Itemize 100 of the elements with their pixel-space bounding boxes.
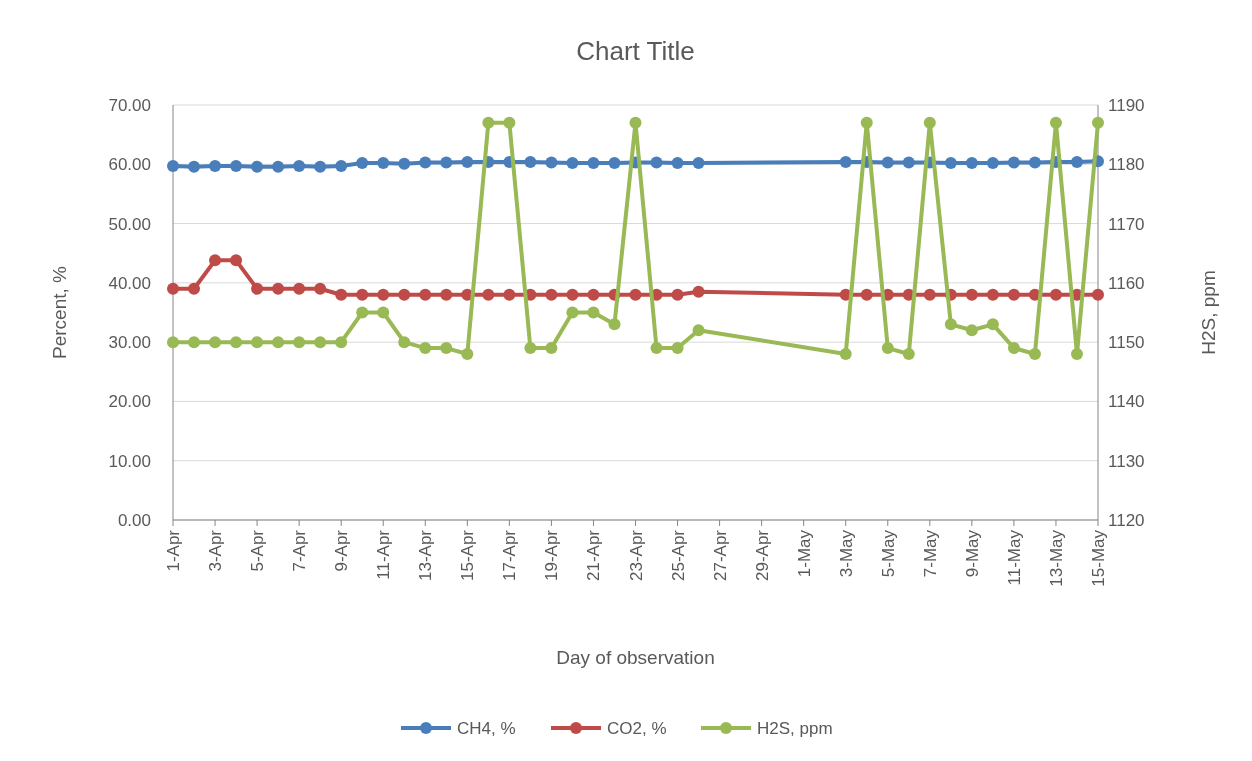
point bbox=[440, 288, 453, 301]
x-tick-label: 1-Apr bbox=[164, 529, 183, 572]
y-tick-label: 20.00 bbox=[108, 392, 151, 412]
point bbox=[839, 155, 852, 168]
y-tick-label: 40.00 bbox=[108, 273, 151, 293]
legend-label: CH4, % bbox=[457, 719, 516, 738]
point bbox=[965, 324, 978, 337]
point bbox=[902, 156, 915, 169]
x-tick-label: 5-May bbox=[878, 529, 898, 578]
point bbox=[629, 288, 642, 301]
x-tick-label: 9-May bbox=[962, 529, 982, 578]
point bbox=[293, 336, 306, 349]
point bbox=[335, 336, 348, 349]
point bbox=[839, 348, 852, 360]
point bbox=[482, 288, 495, 301]
y2-tick-label: 1160 bbox=[1108, 273, 1145, 293]
point bbox=[398, 157, 411, 170]
point bbox=[230, 336, 243, 349]
point bbox=[293, 160, 306, 173]
point bbox=[986, 288, 999, 301]
legend-label: H2S, ppm bbox=[757, 719, 833, 738]
point bbox=[314, 336, 327, 349]
point bbox=[986, 318, 999, 331]
point bbox=[461, 155, 474, 168]
point bbox=[923, 116, 936, 129]
point bbox=[587, 288, 600, 301]
point bbox=[188, 336, 201, 349]
y-tick-label: 30.00 bbox=[108, 333, 151, 353]
y-tick-label: 0.00 bbox=[117, 511, 151, 530]
point bbox=[1007, 342, 1020, 355]
point bbox=[881, 342, 894, 355]
point bbox=[1092, 116, 1104, 129]
point bbox=[188, 160, 201, 173]
y2-tick-label: 1120 bbox=[1108, 511, 1145, 530]
point bbox=[1007, 156, 1020, 169]
chart-title: Chart Title bbox=[576, 36, 695, 66]
x-tick-label: 3-May bbox=[836, 529, 856, 578]
y2-tick-label: 1150 bbox=[1108, 333, 1145, 353]
x-axis-title: Day of observation bbox=[556, 647, 715, 668]
legend-label: CO2, % bbox=[607, 719, 667, 738]
x-tick-label: 11-May bbox=[1004, 529, 1024, 586]
point bbox=[965, 288, 978, 301]
point bbox=[608, 318, 621, 331]
point bbox=[1070, 348, 1083, 360]
x-tick-label: 7-Apr bbox=[290, 529, 310, 572]
x-tick-label: 19-Apr bbox=[542, 529, 562, 582]
point bbox=[524, 342, 537, 355]
y2-tick-label: 1130 bbox=[1108, 451, 1145, 471]
y-axis-title: Percent, % bbox=[49, 265, 70, 359]
point bbox=[398, 288, 411, 301]
x-tick-label: 23-Apr bbox=[626, 529, 646, 582]
point bbox=[566, 157, 579, 170]
y-tick-label: 10.00 bbox=[108, 451, 151, 471]
point bbox=[545, 342, 558, 355]
point bbox=[545, 288, 558, 301]
point bbox=[566, 306, 579, 319]
point bbox=[860, 116, 873, 129]
point bbox=[272, 160, 285, 173]
x-tick-label: 9-Apr bbox=[332, 529, 352, 572]
point bbox=[314, 160, 327, 173]
x-tick-label: 17-Apr bbox=[500, 529, 520, 582]
point bbox=[272, 336, 285, 349]
point bbox=[671, 157, 684, 170]
x-tick-label: 1-May bbox=[794, 529, 814, 578]
point bbox=[251, 282, 264, 295]
point bbox=[356, 157, 369, 170]
y-tick-label: 60.00 bbox=[108, 155, 151, 175]
point bbox=[1092, 288, 1104, 301]
point bbox=[419, 342, 432, 355]
x-tick-label: 25-Apr bbox=[668, 529, 688, 582]
point bbox=[944, 157, 957, 170]
point bbox=[965, 157, 978, 170]
point bbox=[356, 288, 369, 301]
point bbox=[503, 288, 516, 301]
point bbox=[167, 282, 179, 295]
y2-tick-label: 1190 bbox=[1108, 96, 1145, 115]
point bbox=[356, 306, 369, 319]
point bbox=[377, 306, 390, 319]
x-tick-label: 21-Apr bbox=[584, 529, 604, 582]
x-tick-label: 15-Apr bbox=[458, 529, 478, 582]
point bbox=[272, 282, 285, 295]
point bbox=[398, 336, 411, 349]
point bbox=[461, 348, 474, 360]
point bbox=[566, 288, 579, 301]
point bbox=[650, 156, 663, 169]
y2-axis-title: H2S, ppm bbox=[1198, 270, 1219, 355]
point bbox=[503, 116, 516, 129]
y-tick-label: 70.00 bbox=[108, 96, 151, 115]
point bbox=[692, 157, 705, 170]
point bbox=[419, 156, 432, 169]
y-tick-label: 50.00 bbox=[108, 214, 151, 234]
point bbox=[902, 348, 915, 360]
point bbox=[1028, 156, 1041, 169]
y2-tick-label: 1180 bbox=[1108, 155, 1145, 175]
x-tick-label: 7-May bbox=[920, 529, 940, 578]
point bbox=[293, 282, 306, 295]
point bbox=[440, 156, 453, 169]
x-tick-label: 13-Apr bbox=[416, 529, 436, 582]
x-tick-label: 27-Apr bbox=[710, 529, 730, 582]
point bbox=[188, 282, 201, 295]
